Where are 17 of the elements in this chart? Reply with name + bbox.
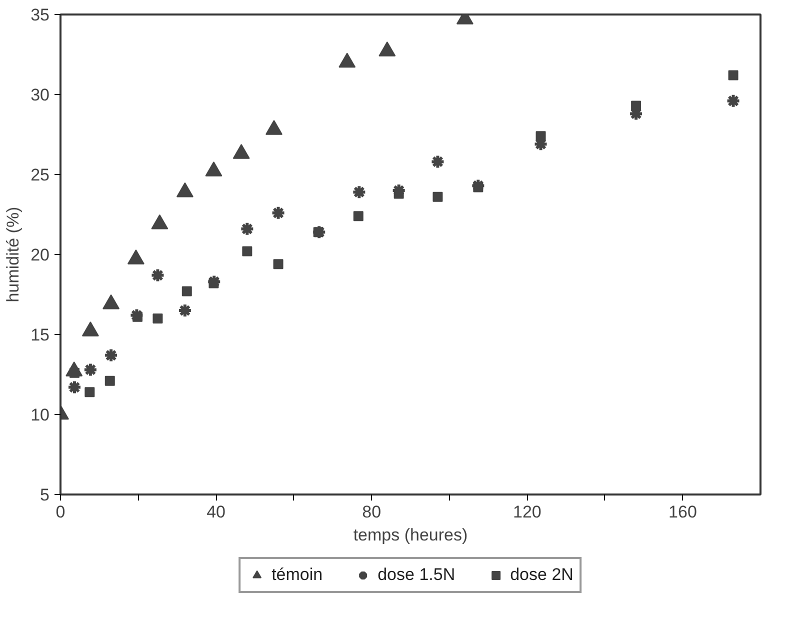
- x-tick-label: 80: [362, 502, 382, 522]
- x-axis-title: temps (heures): [353, 526, 468, 544]
- x-tick-label: 160: [668, 502, 697, 522]
- y-axis-title: humidité (%): [4, 206, 23, 302]
- y-tick-label: 25: [30, 166, 50, 184]
- legend-label: dose 1.5N: [378, 565, 456, 585]
- x-tick-label: 0: [56, 502, 66, 522]
- legend-label: dose 2N: [510, 565, 574, 585]
- legend-label: témoin: [272, 565, 323, 585]
- y-tick-label: 15: [30, 326, 50, 344]
- y-tick-label: 10: [30, 406, 50, 424]
- y-tick-label: 35: [30, 6, 50, 24]
- x-tick-label: 120: [512, 502, 542, 522]
- x-tick-label: 40: [206, 502, 226, 522]
- y-tick-label: 30: [30, 86, 50, 104]
- y-tick-label: 5: [40, 486, 50, 504]
- y-tick-label: 20: [30, 246, 50, 264]
